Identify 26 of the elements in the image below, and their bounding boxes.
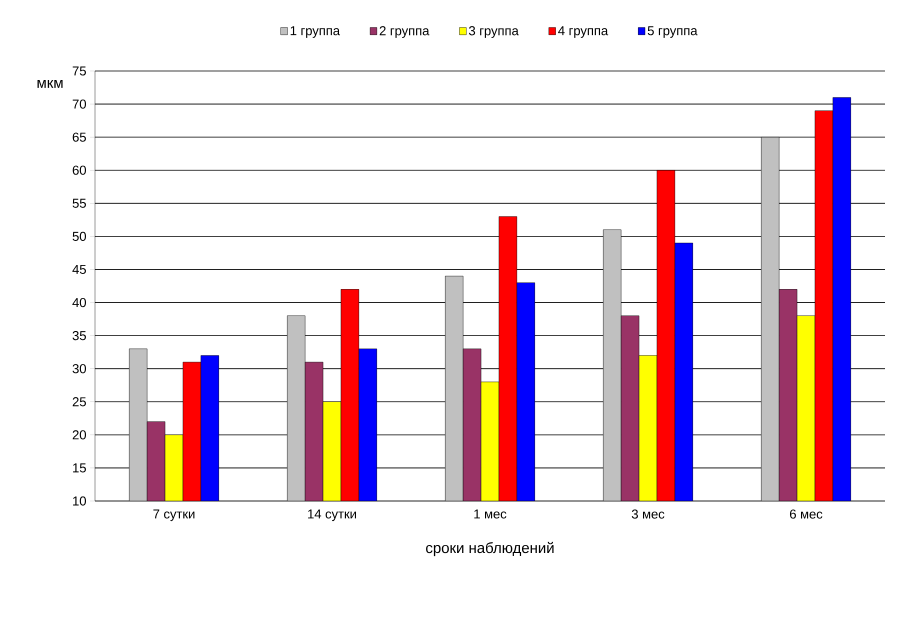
y-tick-label: 25 <box>72 397 86 406</box>
y-tick-label: 50 <box>72 232 86 241</box>
y-tick-label: 55 <box>72 198 86 208</box>
x-axis-title: сроки наблюдений <box>426 542 554 556</box>
legend-label: 1 группа <box>290 26 340 38</box>
x-tick-label: 14 сутки <box>308 510 356 522</box>
y-tick-label: 45 <box>72 264 86 274</box>
x-tick-label: 7 сутки <box>153 510 194 522</box>
y-tick-label: 15 <box>73 463 86 472</box>
legend-label: 3 группа <box>468 26 519 38</box>
y-axis-title: мкм <box>38 80 63 88</box>
x-tick-label: 1 мес <box>474 510 506 519</box>
y-tick-label: 75 <box>72 66 86 76</box>
x-tick-label: 3 мес <box>632 510 664 519</box>
legend-label: 2 группа <box>380 26 430 38</box>
y-tick-label: 60 <box>72 166 86 175</box>
x-tick-label: 6 мес <box>790 510 822 519</box>
legend-label: 4 группа <box>558 26 608 38</box>
legend-label: 5 группа <box>648 26 698 38</box>
y-tick-label: 65 <box>72 132 86 142</box>
y-tick-label: 70 <box>72 99 86 109</box>
y-tick-label: 40 <box>72 298 86 308</box>
y-tick-label: 30 <box>72 364 86 374</box>
y-tick-label: 10 <box>73 496 86 506</box>
y-tick-label: 20 <box>72 430 86 440</box>
y-tick-label: 35 <box>72 331 86 340</box>
